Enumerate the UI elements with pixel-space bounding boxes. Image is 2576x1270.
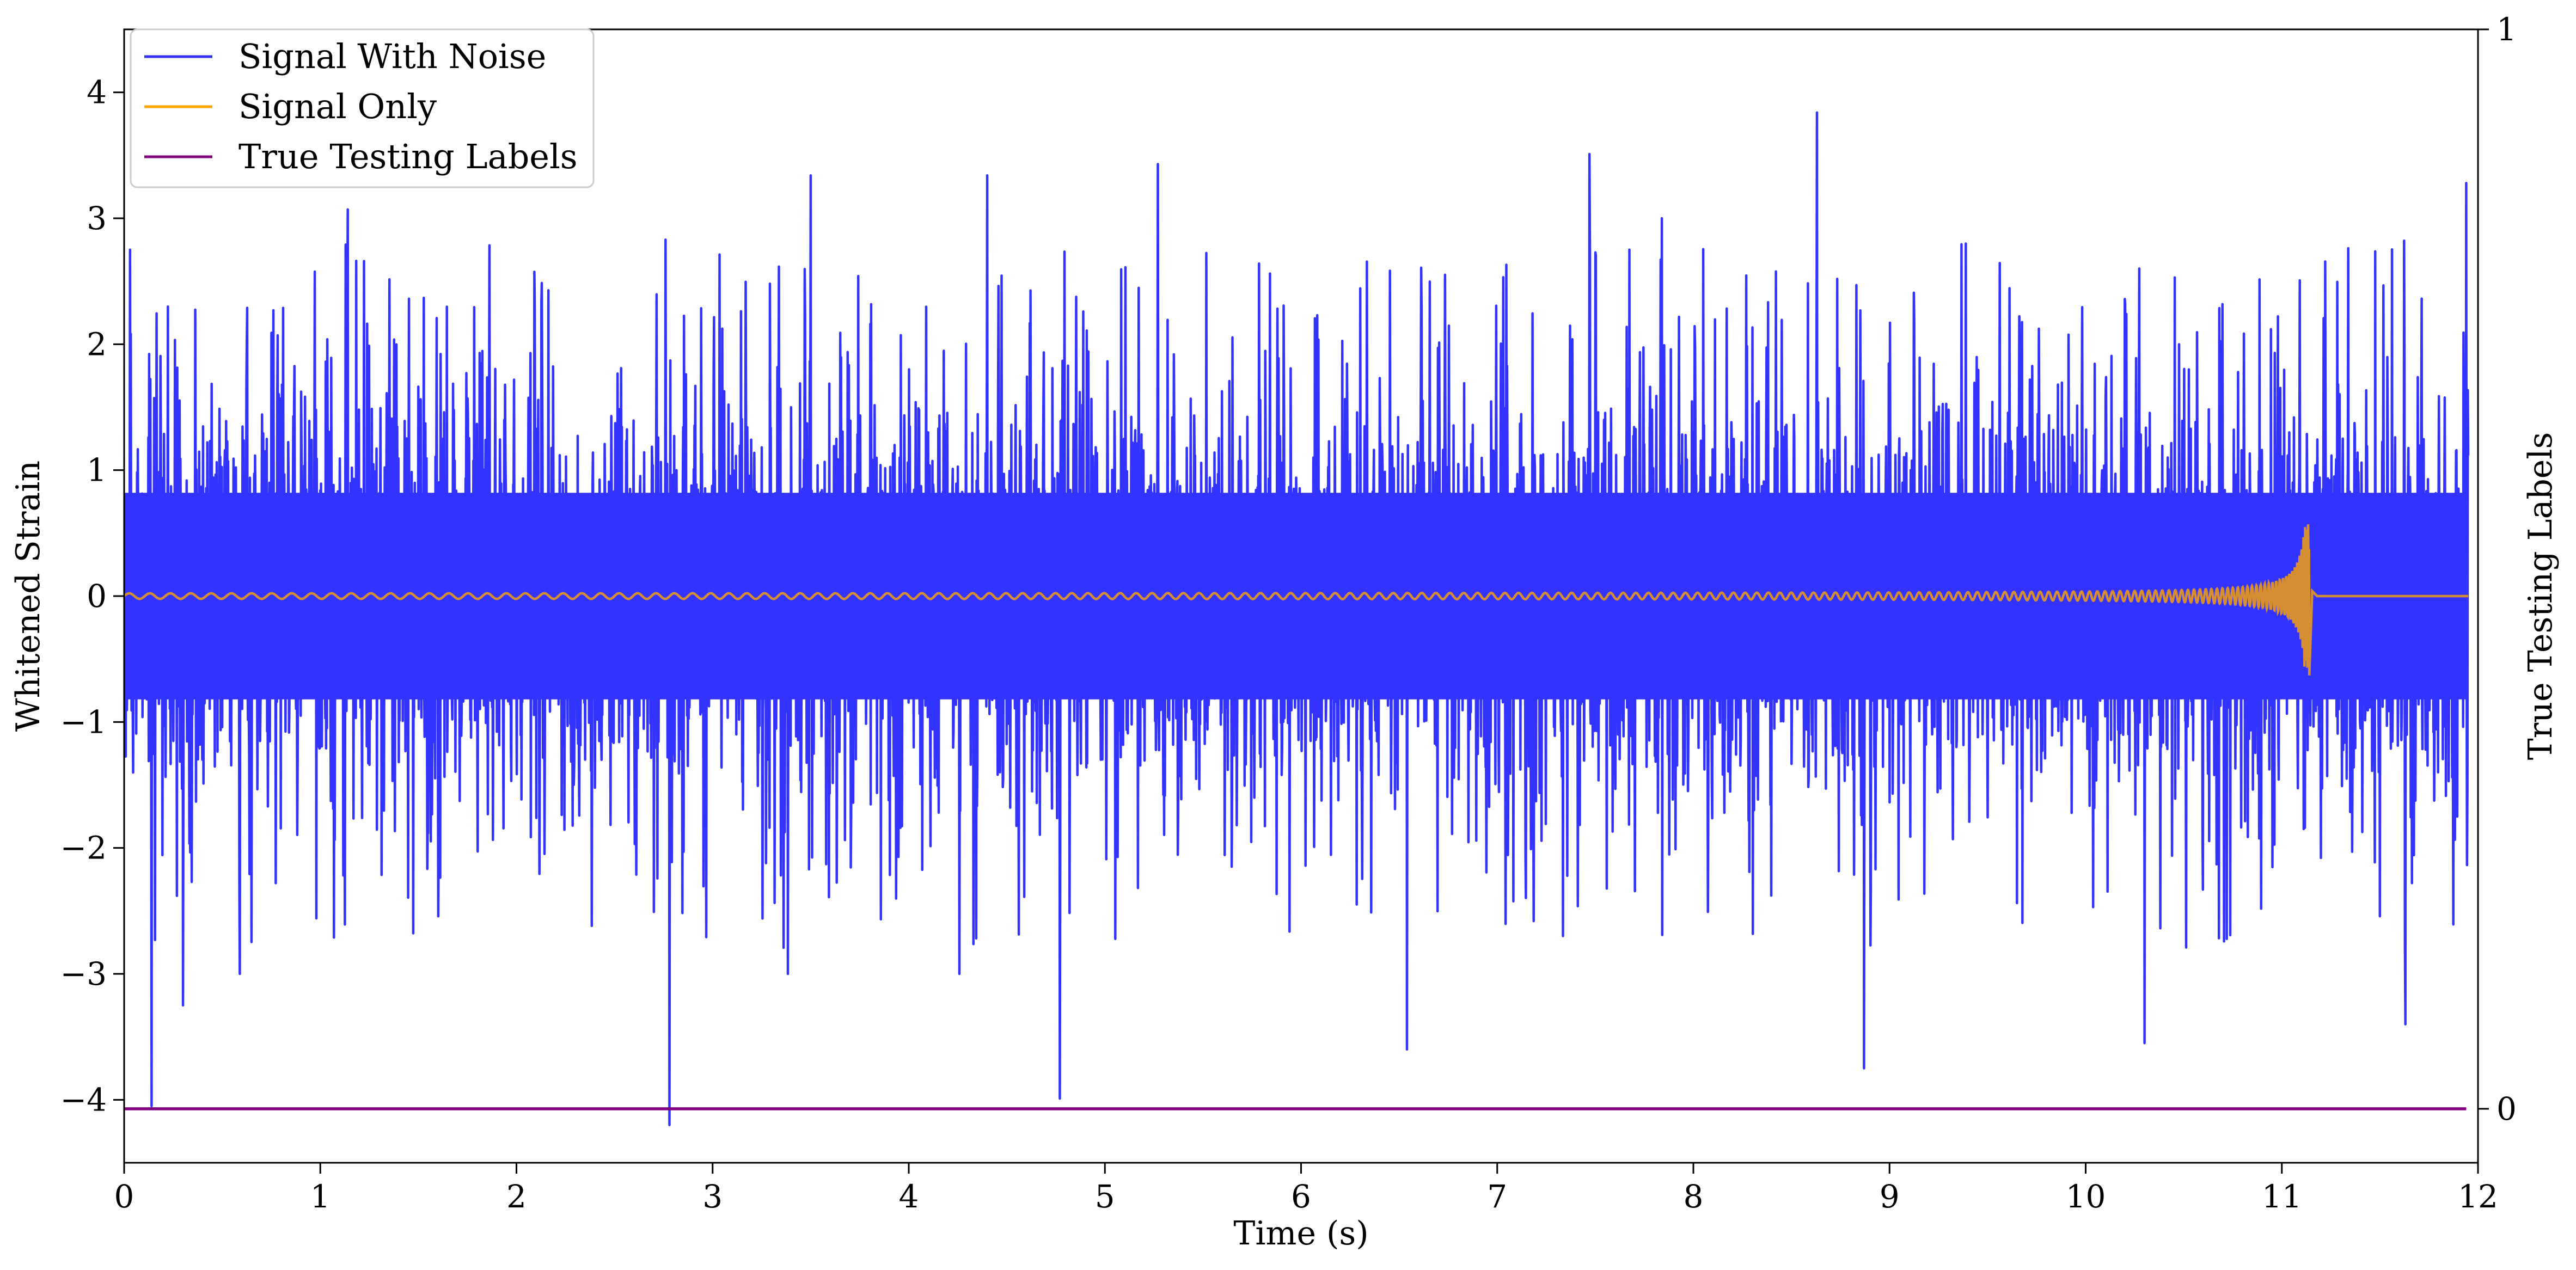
x-tick-label: 2 <box>506 1178 527 1215</box>
legend-item[interactable]: Signal Only <box>144 87 437 126</box>
y-tick-label: −2 <box>60 830 107 867</box>
legend-label: Signal With Noise <box>238 36 546 76</box>
series-signal-with-noise <box>124 111 2470 1126</box>
y-tick-label: 0 <box>87 578 107 615</box>
x-tick-label: 7 <box>1487 1178 1507 1215</box>
legend-box <box>130 28 595 188</box>
x-tick-label: 12 <box>2458 1178 2498 1215</box>
y-right-axis-label: True Testing Labels <box>2522 432 2560 760</box>
x-axis-label: Time (s) <box>1233 1214 1368 1253</box>
y-tick-label: −4 <box>60 1081 107 1118</box>
y-tick-label: 3 <box>87 200 107 237</box>
y-tick-label: 1 <box>87 452 107 489</box>
x-tick-label: 6 <box>1291 1178 1311 1215</box>
x-tick-label: 3 <box>702 1178 723 1215</box>
x-tick-label: 0 <box>114 1178 134 1215</box>
legend-label: True Testing Labels <box>238 137 578 176</box>
x-tick-label: 9 <box>1880 1178 1900 1215</box>
y-tick-label: 2 <box>87 326 107 363</box>
legend-item[interactable]: True Testing Labels <box>144 137 578 176</box>
legend-item[interactable]: Signal With Noise <box>144 36 546 76</box>
y-axis-label: Whitened Strain <box>9 461 47 732</box>
y-right-tick-label: 1 <box>2497 11 2517 48</box>
x-tick-label: 5 <box>1095 1178 1115 1215</box>
x-tick-label: 1 <box>310 1178 331 1215</box>
y-right-tick-label: 0 <box>2497 1090 2517 1127</box>
legend[interactable]: Signal With Noise Signal Only True Testing… <box>130 28 595 188</box>
y-tick-label: −3 <box>60 955 107 992</box>
x-tick-label: 4 <box>899 1178 919 1215</box>
series-signal-only <box>124 524 2468 676</box>
y-tick-label: 4 <box>87 74 107 111</box>
x-tick-label: 11 <box>2262 1178 2302 1215</box>
plot-area <box>124 111 2470 1126</box>
x-tick-label: 10 <box>2066 1178 2106 1215</box>
x-tick-label: 8 <box>1684 1178 1704 1215</box>
legend-label: Signal Only <box>238 87 437 126</box>
y-tick-label: −1 <box>60 703 107 740</box>
